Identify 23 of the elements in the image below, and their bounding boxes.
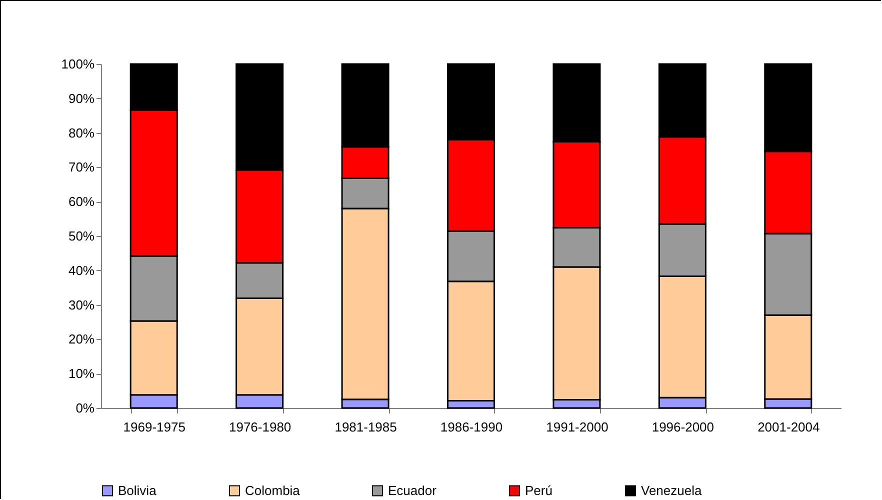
y-tick-label: 20% [68, 332, 95, 347]
x-tick-label: 1969-1975 [123, 420, 186, 434]
y-tick-label: 50% [68, 228, 95, 244]
legend-label: Colombia [245, 482, 301, 498]
x-tick-label: 1986-1990 [440, 420, 503, 434]
x-tick-label: 1976-1980 [228, 420, 292, 434]
y-tick-label: 80% [68, 125, 95, 140]
y-tick-label: 90% [68, 90, 95, 106]
x-tick-label: 2001-2004 [758, 420, 820, 434]
y-tick-label: 60% [68, 194, 95, 210]
legend-label: Ecuador [388, 482, 438, 498]
y-tick-label: 30% [68, 297, 95, 312]
y-tick-label: 70% [68, 160, 95, 175]
x-tick-label: 1996-2000 [652, 420, 714, 434]
legend-label: Bolivia [118, 482, 158, 498]
y-tick-label: 100% [61, 56, 95, 72]
x-tick-label: 1991-2000 [546, 420, 608, 434]
y-tick-label: 40% [68, 262, 95, 278]
y-tick-label: 0% [76, 400, 95, 416]
legend-label: Venezuela [641, 482, 702, 498]
legend-label: Perú [525, 482, 552, 498]
y-tick-label: 10% [68, 366, 95, 382]
x-tick-label: 1981-1985 [334, 420, 397, 434]
